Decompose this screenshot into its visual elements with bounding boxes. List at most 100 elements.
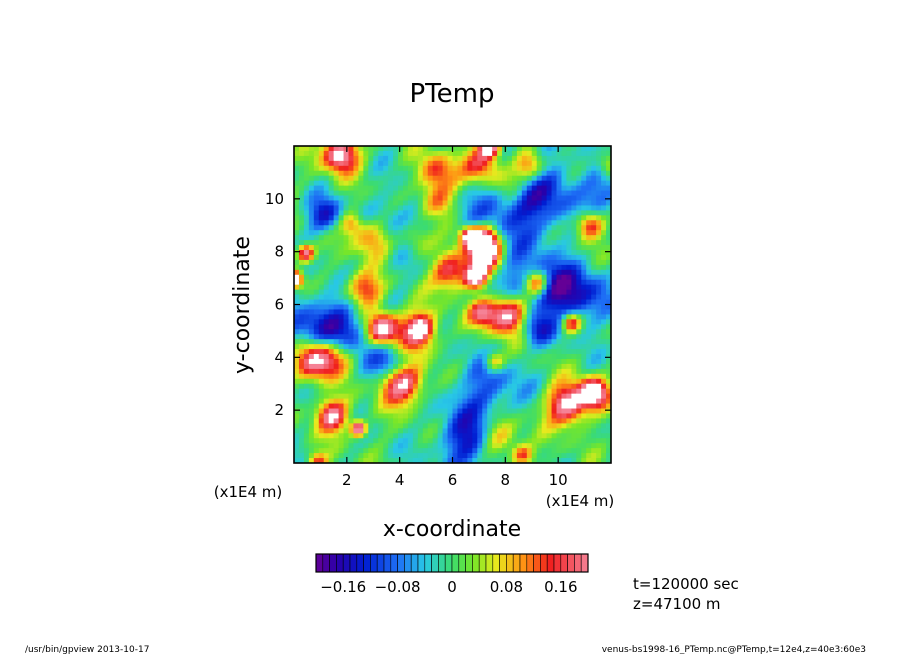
heatmap-cell	[333, 344, 339, 350]
heatmap-cell	[452, 383, 458, 390]
heatmap-cell	[308, 274, 315, 281]
heatmap-cell	[536, 264, 543, 271]
heatmap-cell	[368, 195, 374, 201]
heatmap-cell	[606, 423, 611, 429]
heatmap-cell	[561, 190, 567, 196]
heatmap-cell	[581, 458, 587, 463]
heatmap-cell	[432, 175, 439, 182]
heatmap-cell	[541, 349, 548, 355]
heatmap-cell	[551, 373, 557, 380]
heatmap-cell	[487, 279, 493, 286]
heatmap-cell	[566, 279, 572, 286]
heatmap-cell	[497, 383, 503, 390]
heatmap-cell	[457, 319, 463, 325]
heatmap-cell	[398, 418, 404, 424]
heatmap-cell	[546, 250, 552, 256]
heatmap-cell	[437, 418, 443, 424]
heatmap-cell	[412, 433, 419, 439]
heatmap-cell	[571, 180, 577, 187]
heatmap-cell	[308, 175, 315, 182]
heatmap-cell	[596, 150, 602, 157]
heatmap-cell	[482, 383, 488, 390]
heatmap-cell	[462, 423, 468, 429]
heatmap-cell	[571, 274, 577, 281]
heatmap-cell	[591, 240, 597, 246]
heatmap-cell	[393, 289, 399, 295]
heatmap-cell	[378, 428, 384, 434]
heatmap-cell	[546, 309, 552, 315]
heatmap-cell	[378, 235, 384, 241]
heatmap-cell	[318, 418, 325, 424]
heatmap-cell	[422, 418, 429, 424]
heatmap-cell	[492, 155, 498, 162]
heatmap-cell	[313, 378, 320, 385]
heatmap-cell	[472, 314, 478, 320]
heatmap-cell	[531, 403, 538, 409]
heatmap-cell	[606, 289, 611, 295]
heatmap-cell	[467, 388, 473, 395]
heatmap-cell	[526, 160, 533, 167]
heatmap-cell	[417, 180, 424, 187]
heatmap-cell	[343, 269, 349, 276]
heatmap-cell	[492, 458, 498, 463]
heatmap-cell	[511, 220, 518, 226]
heatmap-cell	[313, 254, 320, 261]
heatmap-cell	[546, 200, 552, 206]
heatmap-cell	[427, 195, 434, 201]
heatmap-cell	[591, 264, 597, 271]
heatmap-cell	[472, 368, 478, 375]
heatmap-cell	[442, 458, 448, 463]
heatmap-cell	[313, 458, 320, 463]
heatmap-cell	[502, 185, 508, 191]
heatmap-cell	[442, 180, 448, 187]
heatmap-cell	[328, 284, 335, 291]
heatmap-cell	[561, 170, 567, 177]
heatmap-cell	[601, 289, 607, 295]
heatmap-cell	[323, 155, 330, 162]
heatmap-cell	[521, 274, 528, 281]
heatmap-cell	[521, 304, 528, 310]
heatmap-cell	[447, 150, 453, 157]
heatmap-cell	[447, 294, 453, 300]
heatmap-cell	[363, 150, 369, 157]
heatmap-cell	[502, 294, 508, 300]
heatmap-cell	[378, 230, 384, 236]
heatmap-cell	[596, 314, 602, 320]
heatmap-cell	[502, 378, 508, 385]
heatmap-cell	[303, 433, 310, 439]
heatmap-cell	[462, 289, 468, 295]
heatmap-cell	[531, 413, 538, 419]
heatmap-cell	[432, 438, 439, 444]
heatmap-cell	[472, 354, 478, 360]
heatmap-cell	[358, 146, 364, 152]
heatmap-cell	[313, 190, 320, 196]
heatmap-cell	[601, 458, 607, 463]
heatmap-cell	[467, 423, 473, 429]
heatmap-cell	[596, 289, 602, 295]
heatmap-cell	[348, 443, 354, 449]
heatmap-cell	[497, 165, 503, 172]
heatmap-cell	[576, 210, 582, 216]
heatmap-cell	[546, 314, 552, 320]
heatmap-cell	[452, 165, 458, 172]
heatmap-cell	[338, 205, 344, 211]
heatmap-cell	[606, 458, 611, 463]
heatmap-cell	[546, 453, 552, 459]
heatmap-cell	[541, 398, 548, 404]
heatmap-cell	[546, 235, 552, 241]
heatmap-cell	[442, 264, 448, 271]
heatmap-cell	[526, 413, 533, 419]
heatmap-cell	[338, 289, 344, 295]
heatmap-cell	[477, 443, 483, 449]
heatmap-cell	[452, 458, 458, 463]
heatmap-cell	[596, 160, 602, 167]
heatmap-cell	[358, 240, 364, 246]
heatmap-cell	[328, 393, 335, 400]
heatmap-cell	[556, 279, 562, 286]
heatmap-cell	[373, 368, 379, 375]
heatmap-cell	[323, 433, 330, 439]
heatmap-cell	[353, 175, 359, 182]
heatmap-cell	[363, 225, 369, 231]
heatmap-cell	[338, 433, 344, 439]
heatmap-cell	[427, 190, 434, 196]
